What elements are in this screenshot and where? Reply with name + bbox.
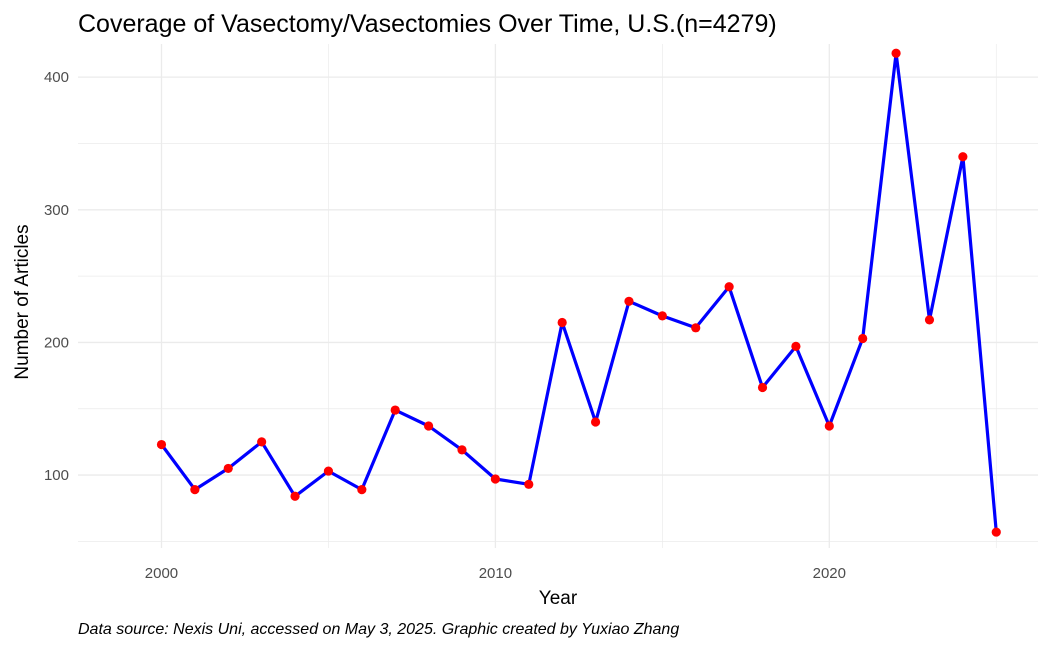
caption: Data source: Nexis Uni, accessed on May … <box>78 621 679 638</box>
data-point <box>590 417 601 427</box>
data-point <box>257 437 267 447</box>
data-point <box>657 311 667 321</box>
y-tick-label: 200 <box>44 334 69 351</box>
data-point <box>958 152 968 162</box>
data-point <box>924 315 935 325</box>
chart-title: Coverage of Vasectomy/Vasectomies Over T… <box>78 10 777 38</box>
data-point <box>457 445 467 455</box>
x-axis-title: Year <box>539 588 578 609</box>
data-point <box>490 474 500 484</box>
y-tick-label: 100 <box>44 467 69 484</box>
data-point <box>891 48 901 58</box>
data-point <box>791 341 801 351</box>
data-point <box>757 382 768 393</box>
x-tick-label: 2000 <box>145 565 178 582</box>
data-point <box>724 282 734 292</box>
data-point <box>557 317 567 328</box>
data-point <box>858 333 868 344</box>
grid <box>78 44 1038 548</box>
x-tick-label: 2020 <box>813 565 846 582</box>
y-tick-label: 400 <box>44 69 69 86</box>
data-point <box>223 463 233 474</box>
data-point <box>390 405 400 415</box>
series-line <box>160 51 998 533</box>
y-tick-label: 300 <box>44 202 69 219</box>
data-point <box>824 421 834 431</box>
data-point <box>424 421 434 431</box>
data-point <box>624 296 634 306</box>
data-point <box>190 485 200 495</box>
tick-labels: 2000 2010 2020 100 200 300 400 <box>44 69 846 582</box>
data-point <box>290 491 300 501</box>
data-point <box>524 479 534 489</box>
x-tick-label: 2010 <box>479 565 512 582</box>
data-point <box>323 466 334 476</box>
y-axis-title: Number of Articles <box>12 224 33 379</box>
data-point <box>691 323 701 333</box>
data-point <box>357 485 367 495</box>
data-point <box>156 439 167 450</box>
series <box>156 48 1001 537</box>
data-point <box>991 527 1001 537</box>
